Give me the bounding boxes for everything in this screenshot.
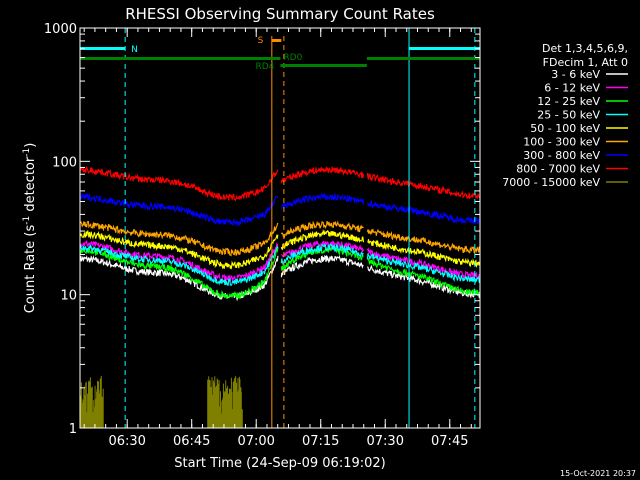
series-line-3 <box>79 243 481 286</box>
legend: Det 1,3,4,5,6,9,FDecim 1, Att 03 - 6 keV… <box>502 42 628 189</box>
chart-title: RHESSI Observing Summary Count Rates <box>125 5 435 23</box>
y-axis-label-mid: detector <box>23 156 38 216</box>
legend-label-4: 50 - 100 keV <box>530 122 600 135</box>
x-tick-label: 07:45 <box>431 434 468 449</box>
legend-label-1: 6 - 12 keV <box>544 82 600 95</box>
rd-bar-1 <box>280 64 367 67</box>
legend-header-0: Det 1,3,4,5,6,9, <box>542 42 628 55</box>
rd0-label: RD0 <box>283 53 302 63</box>
legend-label-0: 3 - 6 keV <box>551 68 600 81</box>
axes: 1 10 100 1000 06:30 06:45 07:00 07:15 07:30 07:45 <box>44 22 481 449</box>
night-flag-label: N <box>131 45 138 55</box>
plot-area <box>79 165 481 428</box>
y-tick-label: 10 <box>60 289 77 304</box>
saa-bar <box>271 39 282 42</box>
legend-label-3: 25 - 50 keV <box>537 109 600 122</box>
y-axis-label-sup2: -1 <box>22 148 32 157</box>
x-tick-label: 07:00 <box>237 434 274 449</box>
series-line-7 <box>79 165 481 202</box>
saa-flag-label: S <box>258 36 264 46</box>
series-line-5 <box>79 220 481 257</box>
legend-label-5: 100 - 300 keV <box>523 136 600 149</box>
timestamp: 15-Oct-2021 20:37 <box>560 469 636 478</box>
olive-burst-1 <box>207 376 243 428</box>
y-tick-label: 1000 <box>44 22 77 37</box>
y-axis-label: Count Rate (s-1 detector-1) <box>22 143 38 314</box>
legend-label-7: 800 - 7000 keV <box>516 163 600 176</box>
night-bar-1 <box>409 47 480 50</box>
rd4-label: RD4 <box>256 62 275 72</box>
x-tick-label: 07:30 <box>367 434 404 449</box>
y-axis-label-sup1: -1 <box>22 216 32 225</box>
y-tick-label: 1 <box>69 422 77 437</box>
legend-label-2: 12 - 25 keV <box>537 95 600 108</box>
rd-bar-0 <box>80 57 281 60</box>
rd-bar-2 <box>366 57 480 60</box>
legend-label-6: 300 - 800 keV <box>523 149 600 162</box>
night-bar-0 <box>80 47 126 50</box>
legend-header-1: FDecim 1, Att 0 <box>543 56 628 69</box>
y-tick-label: 100 <box>52 155 77 170</box>
x-tick-label: 06:45 <box>173 434 210 449</box>
x-tick-label: 06:30 <box>108 434 145 449</box>
series-line-6 <box>79 192 481 227</box>
x-tick-label: 07:15 <box>302 434 339 449</box>
plot-frame <box>79 27 481 429</box>
x-axis-label: Start Time (24-Sep-09 06:19:02) <box>174 456 385 471</box>
legend-label-8: 7000 - 15000 keV <box>502 176 600 189</box>
y-axis-label-main: Count Rate (s <box>23 225 38 314</box>
series-line-4 <box>79 228 481 270</box>
y-axis-label-end: ) <box>23 143 38 148</box>
series-line-2 <box>79 245 481 300</box>
